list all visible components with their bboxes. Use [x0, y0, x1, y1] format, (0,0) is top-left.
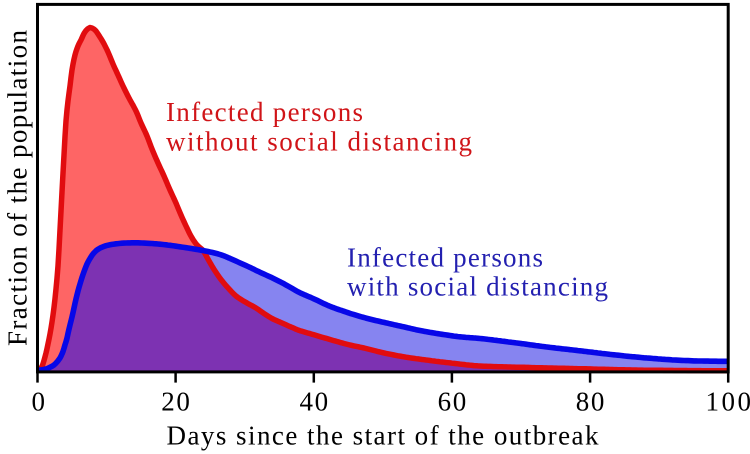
- svg-text:60: 60: [438, 387, 467, 417]
- svg-text:20: 20: [161, 387, 190, 417]
- svg-text:100: 100: [705, 387, 750, 417]
- svg-text:Days since the start of the ou: Days since the start of the outbreak: [167, 421, 600, 451]
- svg-text:80: 80: [576, 387, 605, 417]
- svg-text:with social distancing: with social distancing: [347, 272, 608, 302]
- svg-text:Infected persons: Infected persons: [347, 243, 543, 273]
- svg-text:0: 0: [31, 387, 45, 417]
- svg-text:Infected persons: Infected persons: [166, 97, 363, 127]
- svg-text:Fraction of the population: Fraction of the population: [3, 30, 33, 347]
- svg-text:without social distancing: without social distancing: [166, 127, 472, 157]
- svg-text:40: 40: [300, 387, 329, 417]
